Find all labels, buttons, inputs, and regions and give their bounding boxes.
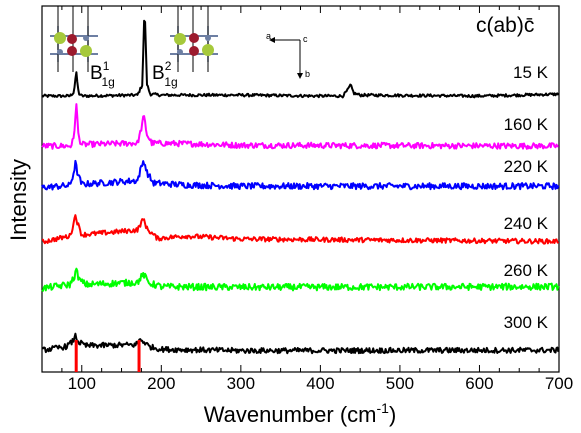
temperature-labels: 15 K 160 K 220 K 240 K 260 K 300 K [504,63,549,332]
x-tick-label: 500 [386,374,414,393]
series-label-240k: 240 K [504,214,549,233]
peak-label-b1g-1: B1 1g [90,59,115,89]
x-tick-label: 100 [68,374,96,393]
marker-lines [74,340,141,372]
series-line-240k [42,214,560,245]
series-line-260k [41,267,560,292]
series-label-260k: 260 K [504,261,549,280]
x-tick-label: 700 [545,374,573,393]
spectra-series [41,19,560,355]
series-label-300k: 300 K [504,313,549,332]
series-label-160k: 160 K [504,115,549,134]
x-tick-label: 300 [227,374,255,393]
series-line-300k [41,332,560,355]
crystal-structure-inset-1 [50,6,98,72]
x-tick-label: 600 [465,374,493,393]
peak-label-b1g-2: B2 1g [152,59,178,89]
axis-b-label: b [305,69,310,79]
axis-c-label: c [303,34,308,44]
x-axis-title-main: Wavenumber (cm [204,402,377,427]
x-axis-title: Wavenumber (cm-1) [204,400,397,427]
series-line-220k [41,159,560,191]
x-axis-ticks: 100 200 300 400 500 600 700 [41,6,573,393]
series-label-220k: 220 K [504,157,549,176]
x-axis-title-sup: -1 [377,400,390,416]
axis-a-label: a [266,31,271,41]
series-line-160k [41,103,559,150]
series-line-15k [41,19,560,99]
x-axis-title-end: ) [389,402,396,427]
y-axis-title: Intensity [6,159,31,241]
series-label-15k: 15 K [513,63,549,82]
x-tick-label: 200 [147,374,175,393]
scattering-geometry-label: c(ab)c̄ [476,14,534,37]
x-tick-label: 400 [306,374,334,393]
crystal-axes-diagram: a c b [266,31,310,79]
plot-area: 100 200 300 400 500 600 700 15 K 160 K 220 K 240 … [41,5,573,393]
crystal-structure-inset-2 [170,6,218,72]
